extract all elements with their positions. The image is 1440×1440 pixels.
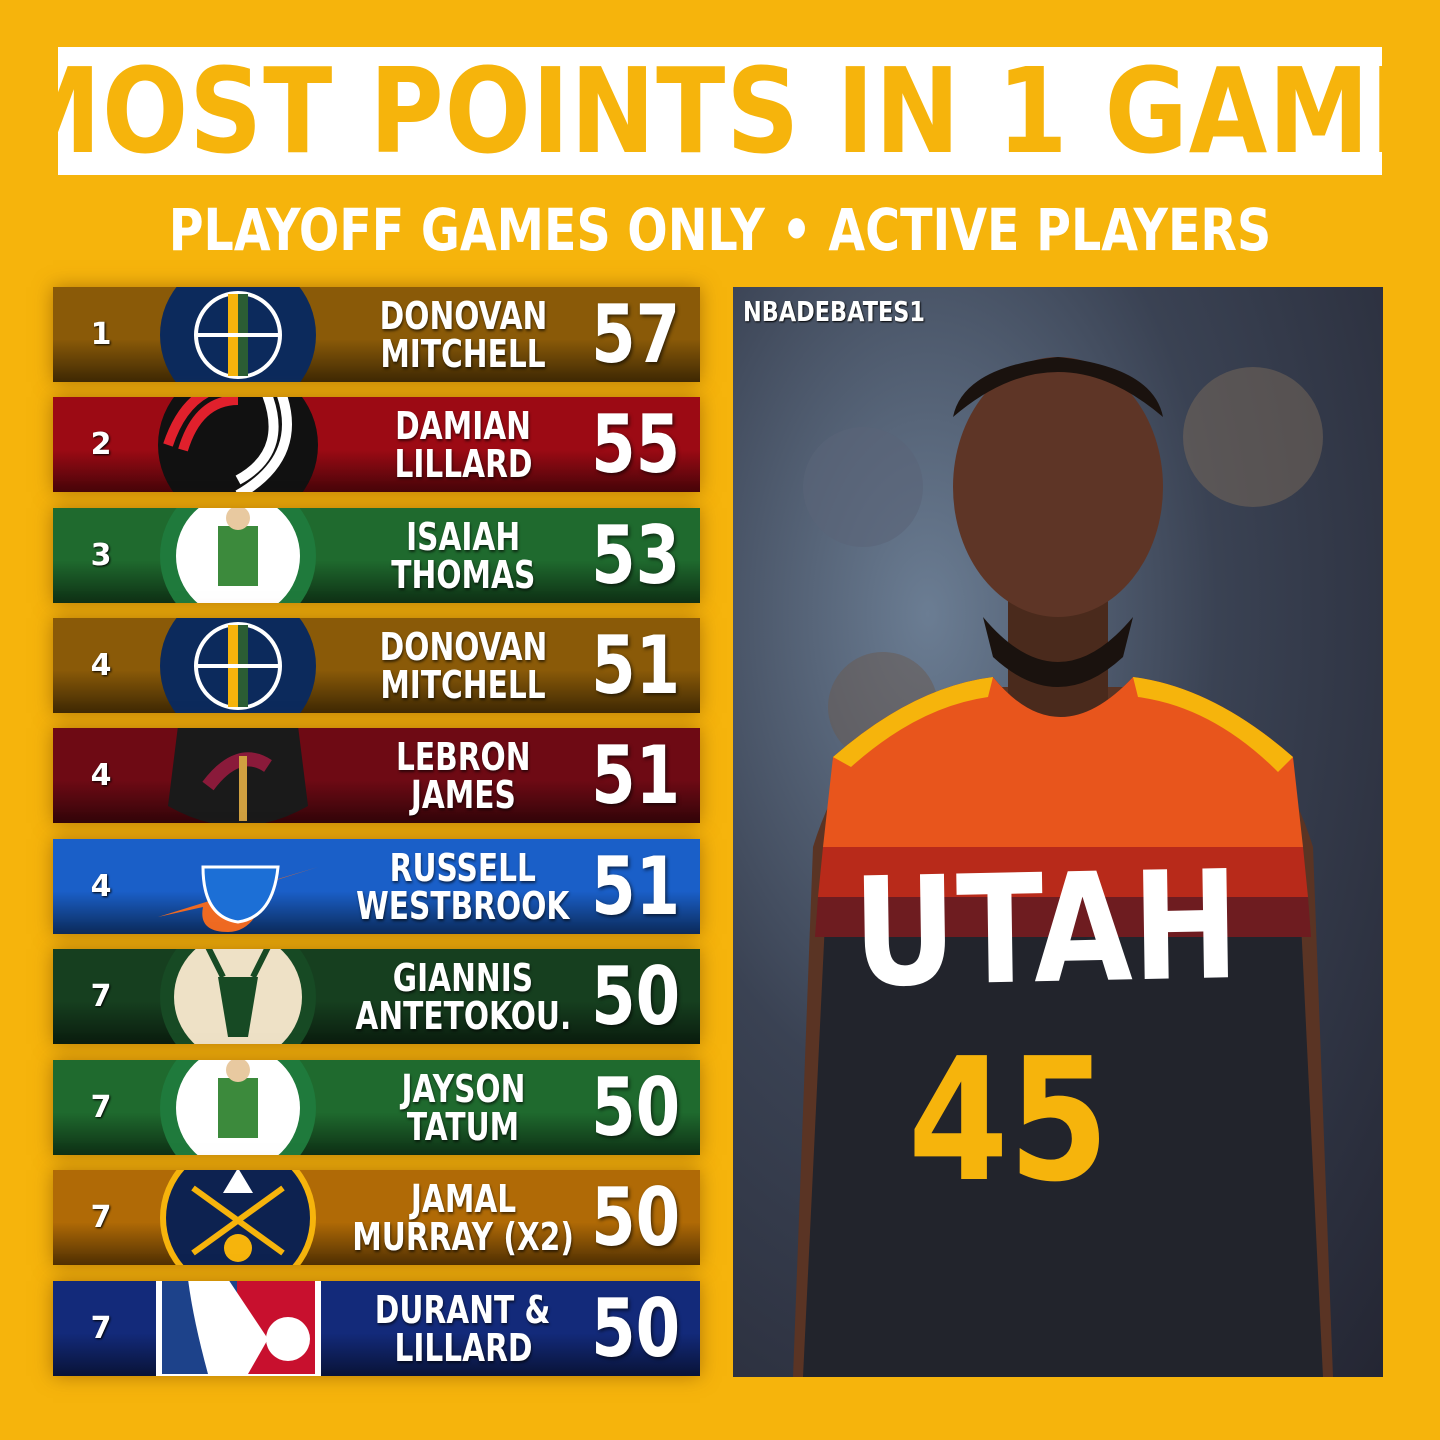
points-text: 51 (590, 729, 681, 822)
rank-number: 4 (90, 869, 112, 904)
player-name: DURANT & LILLARD (338, 1281, 588, 1376)
portland-trail-blazers-logo-icon (158, 397, 318, 492)
player-name-line1: DONOVAN (379, 293, 547, 338)
player-name: DONOVAN MITCHELL (338, 618, 588, 713)
player-name: JAMAL MURRAY (X2) (338, 1170, 588, 1265)
points-value: 55 (578, 397, 693, 492)
player-name-line2: LILLARD (393, 1325, 533, 1370)
cleveland-cavaliers-logo-icon (168, 728, 308, 823)
ranking-row: 2 DAMIAN LILLARD 55 (53, 397, 700, 492)
player-name-line1: DAMIAN (395, 403, 531, 448)
player-name-line2: ANTETOKOU. (355, 993, 571, 1038)
points-text: 51 (590, 840, 681, 933)
player-name-line2: MITCHELL (380, 331, 546, 376)
player-name: DONOVAN MITCHELL (338, 287, 588, 382)
points-value: 50 (578, 1281, 693, 1376)
ranking-row: 1 DONOVAN MITCHELL 57 (53, 287, 700, 382)
rank-number: 1 (90, 317, 112, 352)
ranking-row: 7 GIANNIS ANTETOKOU. 50 (53, 949, 700, 1044)
points-value: 51 (578, 839, 693, 934)
points-text: 50 (590, 1282, 681, 1375)
denver-nuggets-logo-icon (160, 1170, 316, 1265)
player-name-line2: TATUM (406, 1104, 520, 1149)
points-text: 55 (590, 398, 681, 491)
player-name: ISAIAH THOMAS (338, 508, 588, 603)
points-text: 51 (590, 619, 681, 712)
rank-number: 7 (90, 1200, 112, 1235)
points-text: 50 (590, 1171, 681, 1264)
points-value: 50 (578, 949, 693, 1044)
nba-logo-icon (156, 1281, 321, 1376)
utah-jazz-logo-icon (160, 287, 316, 382)
jersey-number: 45 (908, 1022, 1110, 1220)
player-name: DAMIAN LILLARD (338, 397, 588, 492)
boston-celtics-logo-icon (160, 508, 316, 603)
player-name-line1: GIANNIS (392, 955, 534, 1000)
player-name-line2: MITCHELL (380, 662, 546, 707)
player-name-line1: DURANT & (375, 1287, 551, 1332)
ranking-row: 7 JAMAL MURRAY (X2) 50 (53, 1170, 700, 1265)
ranking-row: 4 LEBRON JAMES 51 (53, 728, 700, 823)
watermark: NBADEBATES1 (743, 295, 926, 328)
points-text: 50 (590, 950, 681, 1043)
player-name-line2: LILLARD (393, 441, 533, 486)
points-value: 57 (578, 287, 693, 382)
points-value: 51 (578, 618, 693, 713)
player-photo: NBADEBATES1 UTAH 45 (733, 287, 1383, 1377)
rank-number: 4 (90, 648, 112, 683)
rank-number: 4 (90, 758, 112, 793)
jersey-text: UTAH (851, 839, 1241, 1021)
milwaukee-bucks-logo-icon (160, 949, 316, 1044)
player-name-line1: RUSSELL (389, 845, 537, 890)
ranking-row: 4 RUSSELL WESTBROOK 51 (53, 839, 700, 934)
points-value: 51 (578, 728, 693, 823)
ranking-row: 7 DURANT & LILLARD 50 (53, 1281, 700, 1376)
boston-celtics-logo-icon (160, 1060, 316, 1155)
player-name-line1: LEBRON (395, 734, 531, 779)
player-name-line2: WESTBROOK (356, 883, 570, 928)
points-value: 50 (578, 1060, 693, 1155)
player-name-line1: ISAIAH (405, 514, 521, 559)
ranking-row: 4 DONOVAN MITCHELL 51 (53, 618, 700, 713)
rank-number: 2 (90, 427, 112, 462)
points-value: 50 (578, 1170, 693, 1265)
points-text: 53 (590, 509, 681, 602)
utah-jazz-logo-icon (160, 618, 316, 713)
ranking-row: 3 ISAIAH THOMAS 53 (53, 508, 700, 603)
rank-number: 3 (90, 538, 112, 573)
title-banner: MOST POINTS IN 1 GAME (0, 42, 1439, 180)
player-name-line1: DONOVAN (379, 624, 547, 669)
rank-number: 7 (90, 1311, 112, 1346)
player-name-line2: THOMAS (390, 552, 536, 597)
player-name: GIANNIS ANTETOKOU. (338, 949, 588, 1044)
player-name-line2: JAMES (410, 772, 516, 817)
player-name: JAYSON TATUM (338, 1060, 588, 1155)
player-name-line2: MURRAY (X2) (352, 1214, 574, 1259)
player-name: RUSSELL WESTBROOK (338, 839, 588, 934)
player-illustration (793, 357, 1333, 1377)
rank-number: 7 (90, 1090, 112, 1125)
player-name-line1: JAMAL (410, 1176, 516, 1221)
page-subtitle: PLAYOFF GAMES ONLY • ACTIVE PLAYERS (168, 196, 1272, 264)
points-text: 57 (590, 288, 681, 381)
points-text: 50 (590, 1061, 681, 1154)
okc-thunder-logo-icon (158, 865, 318, 932)
ranking-row: 7 JAYSON TATUM 50 (53, 1060, 700, 1155)
player-name-line1: JAYSON (401, 1066, 525, 1111)
points-value: 53 (578, 508, 693, 603)
page-title: MOST POINTS IN 1 GAME (0, 42, 1440, 180)
player-name: LEBRON JAMES (338, 728, 588, 823)
rank-number: 7 (90, 979, 112, 1014)
